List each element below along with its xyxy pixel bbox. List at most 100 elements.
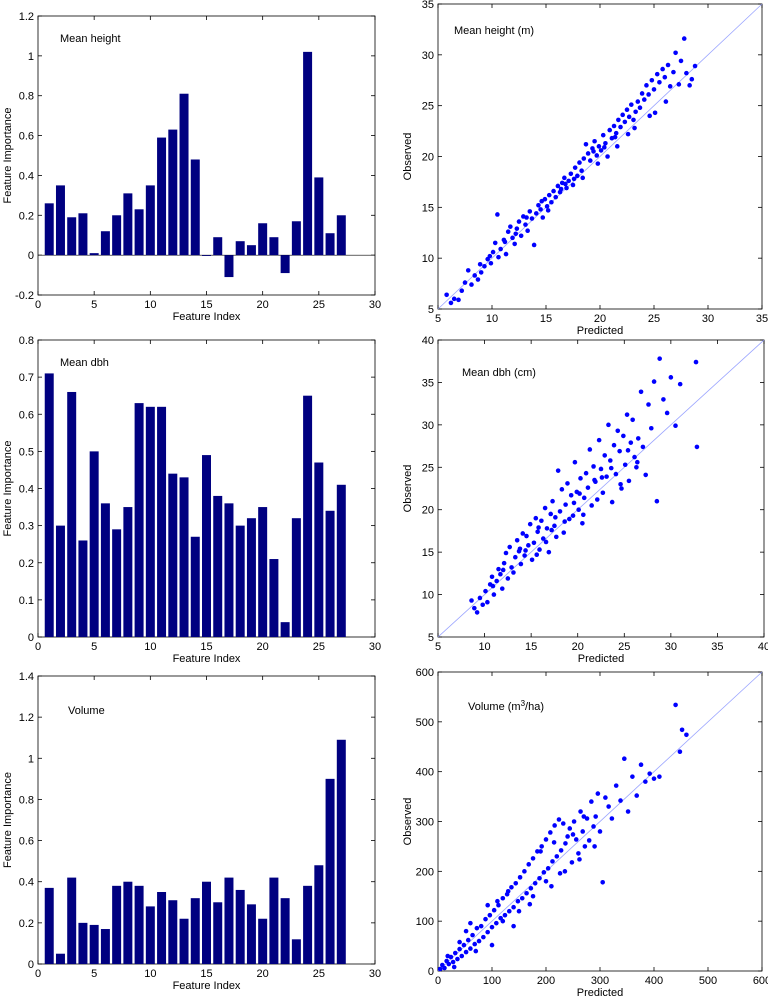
data-point: [496, 566, 501, 572]
y-tick-label: 0.4: [19, 877, 34, 889]
x-tick-label: 20: [257, 641, 269, 653]
x-tick-label: 400: [645, 975, 663, 987]
bar: [123, 881, 133, 964]
bar: [224, 503, 234, 637]
data-point: [661, 397, 666, 402]
bar: [224, 255, 234, 278]
x-axis-label: Predicted: [577, 987, 623, 999]
chart-title: Mean dbh (cm): [462, 367, 536, 379]
data-point: [511, 904, 516, 910]
bar: [179, 93, 189, 256]
data-point: [475, 277, 481, 282]
data-point: [586, 838, 592, 843]
data-point: [603, 795, 608, 800]
bar: [145, 406, 155, 637]
data-point: [514, 537, 520, 543]
y-tick-label: 10: [422, 253, 434, 265]
data-point: [472, 941, 478, 947]
data-point: [643, 472, 649, 478]
data-point: [520, 531, 526, 536]
data-point: [452, 950, 458, 956]
data-point: [616, 117, 621, 123]
data-point: [500, 567, 506, 573]
bar: [291, 518, 301, 637]
bar-volume-panel: 0 5 10 15 20 25 30 0 0.2 0.4 0.6 0.8 1 1.2 1.4 Feature …: [2, 671, 381, 992]
bar: [89, 924, 99, 964]
data-point: [583, 142, 589, 147]
scatter-mean-height-panel: 5 10 15 20 25 30 35 5 10 15 20 25 30 35 Predicted Obser…: [402, 0, 768, 337]
data-point: [643, 779, 648, 784]
bar: [44, 887, 54, 964]
bar: [258, 507, 268, 637]
data-point: [622, 462, 628, 468]
data-point: [646, 402, 651, 407]
x-axis-label: Feature Index: [173, 311, 241, 323]
x-tick-label: 100: [483, 975, 501, 987]
data-point: [629, 102, 634, 107]
bar: [202, 881, 211, 964]
data-point: [563, 841, 568, 846]
data-point: [651, 87, 657, 92]
data-point: [462, 280, 468, 285]
data-point: [606, 422, 611, 428]
data-point: [566, 178, 571, 184]
data-point: [597, 829, 603, 834]
data-point: [603, 140, 608, 146]
data-point: [634, 464, 639, 470]
data-point: [677, 381, 683, 387]
data-point: [518, 561, 524, 567]
bar: [157, 892, 167, 964]
bar: [280, 898, 290, 964]
data-point: [463, 949, 469, 955]
data-point: [577, 160, 582, 165]
x-tick-label: 500: [699, 975, 717, 987]
data-point: [652, 110, 658, 116]
data-point: [473, 948, 479, 954]
data-point: [578, 476, 583, 481]
bar: [291, 221, 301, 256]
data-point: [647, 771, 652, 776]
data-point: [571, 819, 577, 824]
chart-title: Volume: [68, 705, 105, 717]
data-point: [578, 809, 583, 814]
data-point: [617, 448, 622, 454]
data-point: [657, 774, 662, 779]
data-point: [625, 809, 631, 814]
chart-title: Mean height (m): [454, 25, 534, 37]
y-tick-label: 30: [422, 420, 434, 432]
data-point: [483, 916, 488, 922]
bar: [280, 622, 290, 637]
bar: [157, 406, 167, 637]
bar: [325, 233, 335, 256]
data-point: [568, 492, 574, 498]
bar: [89, 451, 99, 637]
data-point: [635, 436, 641, 441]
x-tick-label: 30: [702, 313, 714, 325]
data-point: [491, 592, 497, 597]
data-point: [505, 888, 511, 894]
bar: [269, 877, 279, 964]
data-point: [613, 783, 619, 788]
data-point: [470, 932, 475, 938]
data-point: [506, 908, 512, 914]
y-tick-label: 15: [422, 547, 434, 559]
x-tick-label: 15: [200, 641, 212, 653]
data-point: [555, 183, 561, 189]
data-point: [516, 219, 522, 224]
y-tick-label: 1.2: [19, 712, 34, 724]
data-point: [505, 229, 511, 235]
data-point: [619, 486, 624, 491]
data-point: [651, 776, 657, 781]
bar: [134, 403, 144, 637]
bar: [112, 885, 122, 964]
data-point: [549, 199, 554, 205]
x-tick-label: 30: [369, 641, 381, 653]
y-tick-label: 25: [422, 101, 434, 113]
data-point: [611, 123, 617, 129]
y-tick-label: 0.6: [19, 409, 34, 421]
data-point: [558, 848, 564, 853]
y-tick-label: -0.2: [15, 290, 34, 302]
bar: [78, 213, 88, 256]
bar: [100, 503, 110, 637]
data-point: [468, 920, 473, 926]
